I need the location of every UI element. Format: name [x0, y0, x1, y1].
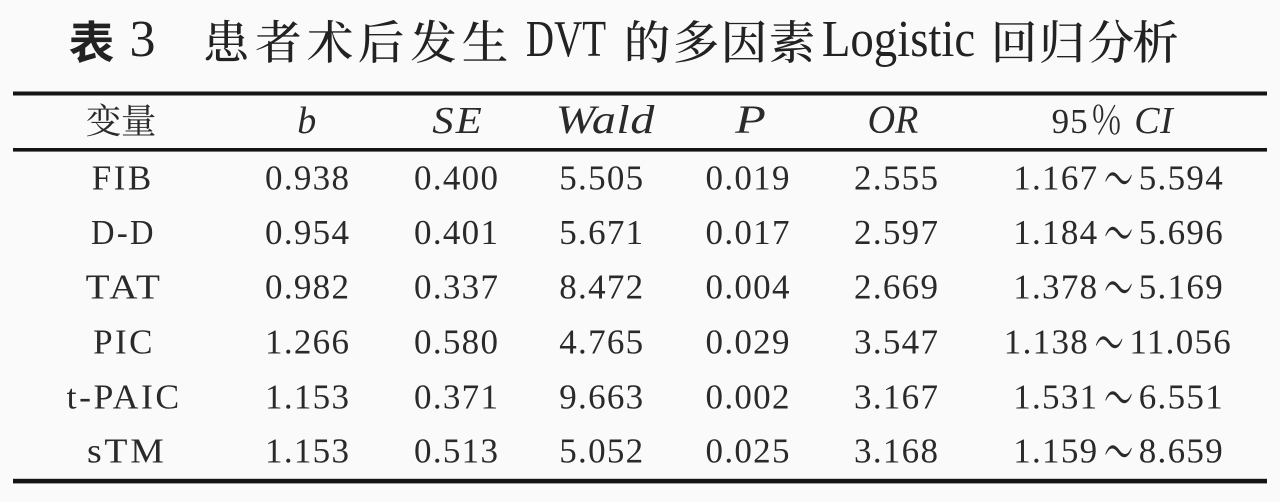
svg-text:3.547: 3.547: [854, 322, 939, 361]
svg-text:0.513: 0.513: [414, 431, 499, 470]
svg-text:3: 3: [130, 11, 156, 68]
svg-text:0.004: 0.004: [706, 267, 791, 306]
svg-text:5.594: 5.594: [1139, 158, 1224, 197]
svg-text:5.505: 5.505: [559, 158, 644, 197]
svg-text:0.371: 0.371: [414, 377, 499, 416]
svg-text:1.153: 1.153: [265, 377, 350, 416]
svg-text:1.138: 1.138: [1004, 322, 1089, 361]
svg-text:0.017: 0.017: [706, 213, 791, 252]
svg-text:sTM: sTM: [87, 432, 166, 470]
svg-text:2.555: 2.555: [854, 158, 939, 197]
svg-text:DVT: DVT: [526, 10, 606, 68]
svg-text:0.002: 0.002: [706, 377, 791, 416]
svg-text:8.472: 8.472: [559, 267, 644, 306]
svg-text:Wald: Wald: [556, 98, 656, 142]
svg-text:FIB: FIB: [92, 158, 154, 197]
svg-text:0.029: 0.029: [706, 322, 791, 361]
svg-text:0.580: 0.580: [414, 322, 499, 361]
svg-text:5.671: 5.671: [559, 213, 644, 252]
svg-text:b: b: [297, 100, 316, 142]
svg-text:D-D: D-D: [91, 214, 156, 252]
svg-text:1.184: 1.184: [1013, 213, 1098, 252]
svg-text:2.597: 2.597: [854, 213, 939, 252]
svg-text:CI: CI: [1134, 100, 1175, 142]
svg-text:0.401: 0.401: [414, 213, 499, 252]
svg-text:0.019: 0.019: [706, 158, 791, 197]
svg-text:0.400: 0.400: [414, 158, 499, 197]
svg-text:1.531: 1.531: [1013, 377, 1098, 416]
svg-text:5.169: 5.169: [1139, 267, 1224, 306]
svg-text:Logistic: Logistic: [822, 10, 975, 68]
svg-text:3.168: 3.168: [854, 431, 939, 470]
svg-text:0.025: 0.025: [706, 431, 791, 470]
svg-text:2.669: 2.669: [854, 267, 939, 306]
svg-text:OR: OR: [868, 98, 919, 142]
svg-text:9.663: 9.663: [559, 377, 644, 416]
svg-text:1.266: 1.266: [265, 322, 350, 361]
svg-text:P: P: [734, 98, 766, 142]
svg-text:1.167: 1.167: [1013, 158, 1098, 197]
svg-text:5.052: 5.052: [559, 431, 644, 470]
svg-text:PIC: PIC: [93, 322, 155, 361]
svg-text:8.659: 8.659: [1139, 431, 1224, 470]
svg-text:5.696: 5.696: [1139, 213, 1224, 252]
svg-text:95: 95: [1052, 102, 1089, 141]
svg-text:3.167: 3.167: [854, 377, 939, 416]
svg-text:0.982: 0.982: [265, 267, 350, 306]
svg-text:1.153: 1.153: [265, 431, 350, 470]
svg-text:1.159: 1.159: [1013, 431, 1098, 470]
svg-text:4.765: 4.765: [559, 322, 644, 361]
svg-text:1.378: 1.378: [1013, 267, 1098, 306]
svg-text:6.551: 6.551: [1139, 377, 1224, 416]
svg-text:TAT: TAT: [86, 268, 163, 307]
svg-text:0.938: 0.938: [265, 158, 350, 197]
svg-text:0.337: 0.337: [414, 267, 499, 306]
svg-text:11.056: 11.056: [1129, 322, 1232, 361]
svg-text:t-PAIC: t-PAIC: [67, 377, 182, 417]
svg-text:0.954: 0.954: [265, 213, 350, 252]
svg-text:SE: SE: [432, 99, 484, 141]
